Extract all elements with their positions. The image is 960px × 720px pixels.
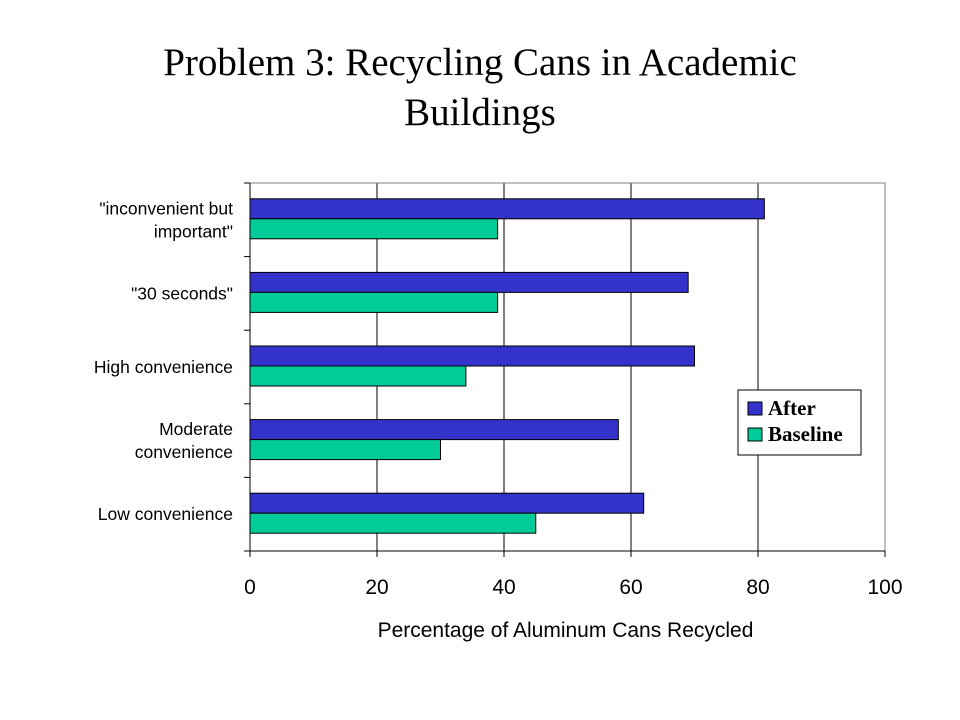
x-tick-label: 0	[244, 576, 256, 599]
y-category-label: Moderate convenience	[135, 419, 233, 462]
x-tick-label: 20	[365, 576, 388, 599]
y-category-label: "30 seconds"	[131, 283, 233, 303]
legend-label-after: After	[768, 396, 816, 420]
axes	[244, 182, 886, 557]
legend-box	[737, 389, 862, 456]
x-axis-title: Percentage of Aluminum Cans Recycled	[378, 619, 754, 642]
bar-after-1	[249, 271, 689, 293]
y-category-label: High convenience	[94, 357, 233, 377]
bar-after-0	[249, 198, 765, 220]
bar-after-3	[249, 419, 619, 441]
bar-baseline-3	[249, 439, 441, 461]
x-tick-label: 80	[746, 576, 769, 599]
bars	[249, 198, 765, 534]
y-category-label: "inconvenient but important"	[99, 198, 233, 241]
bar-baseline-0	[249, 218, 499, 240]
x-tick-label: 60	[619, 576, 642, 599]
legend-label-baseline: Baseline	[768, 422, 843, 446]
x-tick-label: 100	[867, 576, 902, 599]
x-tick-label: 40	[492, 576, 515, 599]
bar-baseline-2	[249, 365, 467, 387]
slide-title: Problem 3: Recycling Cans in Academic Bu…	[163, 41, 797, 134]
bar-baseline-1	[249, 291, 499, 313]
labels: "inconvenient but important" "30 seconds" H…	[94, 198, 903, 599]
legend-swatch-after	[747, 401, 763, 416]
bar-baseline-4	[249, 512, 537, 534]
legend-swatch-baseline	[747, 427, 763, 442]
y-category-label: Low convenience	[98, 504, 233, 524]
legend: After Baseline	[737, 389, 862, 456]
bar-after-4	[249, 492, 645, 514]
bar-after-2	[249, 345, 695, 367]
